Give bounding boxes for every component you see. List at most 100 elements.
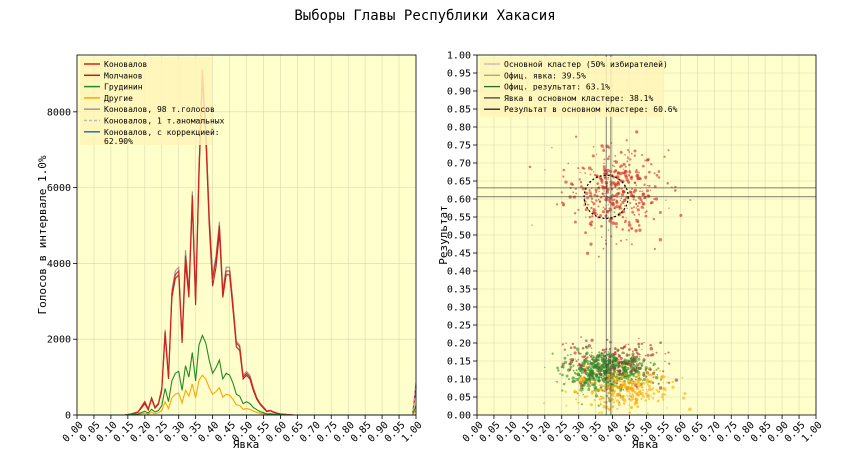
scatter-point xyxy=(571,358,575,362)
scatter-point xyxy=(595,174,598,177)
histogram-tick-label-y: 6000 xyxy=(47,183,71,194)
scatter-point xyxy=(592,207,596,212)
scatter-point xyxy=(632,389,636,393)
scatter-point xyxy=(625,389,628,392)
scatter-point xyxy=(600,411,603,414)
scatter-point xyxy=(593,381,597,385)
scatter-point xyxy=(667,376,669,378)
scatter-point xyxy=(635,401,639,404)
scatter-point xyxy=(644,175,648,179)
scatter-point xyxy=(572,364,575,367)
scatter-point xyxy=(629,158,632,161)
scatter-point xyxy=(569,362,572,366)
scatter-point xyxy=(624,165,627,168)
scatter-point xyxy=(621,373,625,377)
scatter-point xyxy=(645,377,649,382)
scatter-point xyxy=(618,207,620,209)
scatter-point xyxy=(582,393,585,396)
scatter-point xyxy=(624,362,627,366)
scatter-point xyxy=(633,213,636,216)
scatter-point xyxy=(591,358,594,361)
scatter-point xyxy=(606,394,609,397)
scatter-point xyxy=(643,341,645,344)
scatter-point xyxy=(640,200,644,203)
scatter-point xyxy=(595,191,598,194)
scatter-point xyxy=(630,226,634,230)
scatter-point xyxy=(609,369,611,372)
scatter-point xyxy=(637,201,641,205)
scatter-point xyxy=(602,165,606,169)
scatter-point xyxy=(586,382,590,386)
scatter-point xyxy=(667,381,671,385)
scatter-tick-label-y: 0.75 xyxy=(447,141,471,152)
scatter-point xyxy=(569,182,573,186)
scatter-point xyxy=(642,371,646,375)
scatter-legend-label-1: Офиц. явка: 39.5% xyxy=(504,71,586,80)
scatter-tick-label-y: 0.20 xyxy=(447,339,471,350)
scatter-point xyxy=(606,168,610,173)
scatter-point xyxy=(602,247,605,250)
scatter-point xyxy=(598,384,601,387)
scatter-point xyxy=(613,384,616,387)
scatter-point xyxy=(636,382,639,386)
scatter-point xyxy=(615,357,619,360)
scatter-point xyxy=(628,404,630,406)
scatter-point xyxy=(590,197,594,200)
scatter-point xyxy=(618,392,621,395)
scatter-point xyxy=(630,152,633,155)
scatter-point xyxy=(569,365,573,369)
scatter-point xyxy=(620,197,623,200)
scatter-point xyxy=(616,407,619,410)
scatter-point xyxy=(594,188,598,192)
scatter-point xyxy=(600,401,602,403)
scatter-point xyxy=(563,348,566,351)
scatter-point xyxy=(646,394,650,398)
scatter-point xyxy=(544,366,546,369)
scatter-point xyxy=(565,404,568,407)
scatter-point xyxy=(625,344,627,346)
scatter-point xyxy=(617,366,620,369)
scatter-point xyxy=(636,208,640,212)
scatter-point xyxy=(641,201,646,206)
scatter-point xyxy=(633,149,637,153)
scatter-point xyxy=(600,358,603,361)
scatter-point xyxy=(573,351,577,355)
scatter-tick-label-y: 0.55 xyxy=(447,213,471,224)
scatter-point xyxy=(630,361,634,365)
scatter-point xyxy=(664,352,667,355)
scatter-point xyxy=(671,380,674,384)
scatter-point xyxy=(577,350,580,353)
scatter-point xyxy=(626,380,631,384)
scatter-point xyxy=(635,199,637,202)
scatter-point xyxy=(662,370,665,373)
scatter-point xyxy=(589,403,593,407)
scatter-point xyxy=(617,402,621,407)
scatter-tick-label-y: 0.60 xyxy=(447,195,471,206)
scatter-point xyxy=(602,404,606,409)
scatter-point xyxy=(596,362,599,365)
scatter-point xyxy=(581,367,584,370)
scatter-point xyxy=(643,396,645,398)
scatter-point xyxy=(611,199,614,202)
scatter-point xyxy=(592,170,595,173)
scatter-point xyxy=(575,398,578,401)
scatter-point xyxy=(590,338,594,342)
scatter-point xyxy=(604,207,607,210)
scatter-point xyxy=(656,399,660,403)
scatter-point xyxy=(591,390,594,393)
scatter-point xyxy=(646,383,649,386)
scatter-point xyxy=(638,171,640,174)
scatter-point xyxy=(640,362,644,366)
scatter-point xyxy=(621,380,625,384)
scatter-point xyxy=(644,354,647,357)
scatter-point xyxy=(637,380,641,384)
scatter-point xyxy=(597,205,600,208)
scatter-point xyxy=(645,371,649,375)
scatter-point xyxy=(627,174,631,177)
legend-label-5: Коновалов, 1 т.аномальных xyxy=(104,117,225,126)
scatter-point xyxy=(591,382,594,385)
scatter-point xyxy=(624,153,626,156)
scatter-point xyxy=(606,338,609,341)
scatter-point xyxy=(636,387,640,391)
scatter-point xyxy=(641,380,644,382)
